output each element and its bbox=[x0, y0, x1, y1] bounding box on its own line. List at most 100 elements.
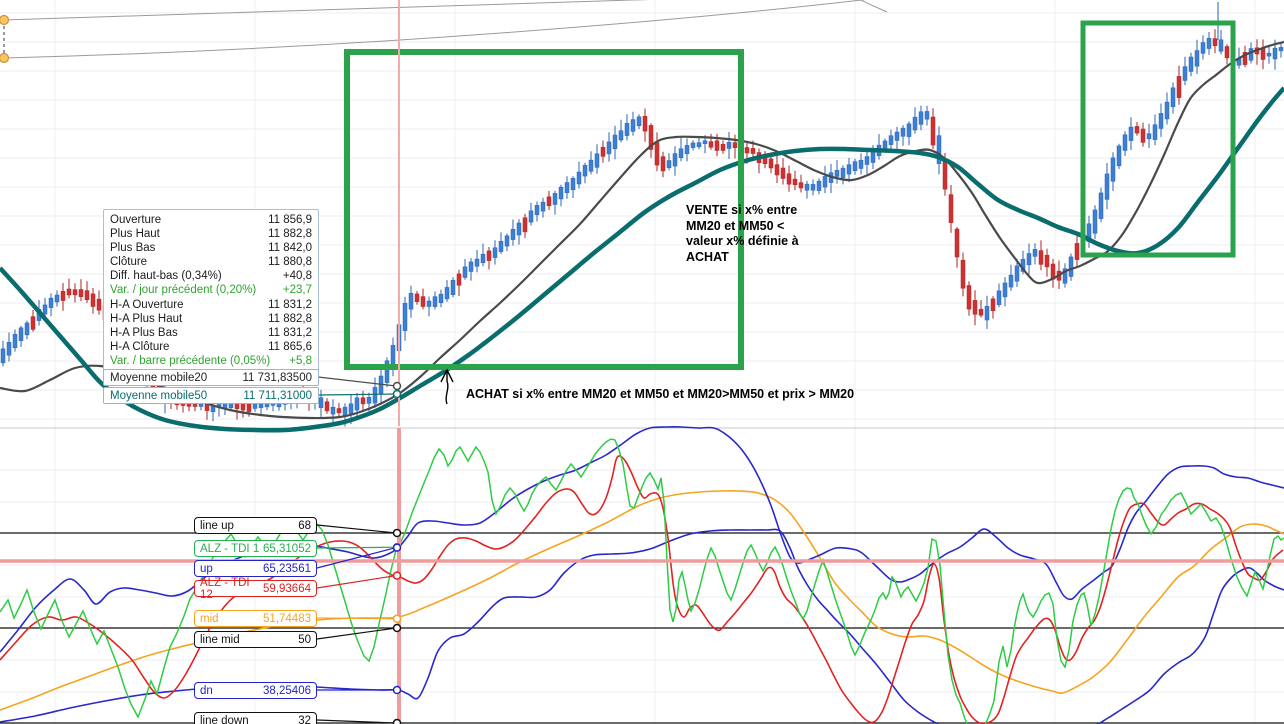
trend-line[interactable] bbox=[3, 0, 696, 21]
indicator-value: 65,31052 bbox=[263, 542, 311, 555]
mm50-line bbox=[0, 86, 1284, 433]
tooltip-row: Var. / jour précédent (0,20%) +23,7 bbox=[110, 283, 312, 297]
value-marker-circle bbox=[392, 614, 402, 624]
price-tooltip: Ouverture 11 856,9 Plus Haut 11 882,8 Plus B… bbox=[103, 209, 319, 372]
tooltip-value: 11 842,0 bbox=[268, 242, 312, 255]
leader-line bbox=[316, 575, 397, 589]
tdi-slow-line bbox=[0, 455, 1284, 724]
achat-annotation[interactable]: ACHAT si x% entre MM20 et MM50 et MM20>M… bbox=[466, 387, 855, 401]
indicator-value: 59,93664 bbox=[263, 582, 311, 595]
leader-line bbox=[316, 719, 397, 724]
leader-line bbox=[316, 546, 397, 549]
tooltip-value: 11 882,8 bbox=[268, 228, 312, 241]
vente-annotation[interactable]: VENTE si x% entre MM20 et MM50 < valeur … bbox=[686, 203, 799, 264]
indicator-value: 50 bbox=[298, 633, 311, 646]
value-marker-circle bbox=[392, 571, 402, 580]
drawing-anchor-handle[interactable] bbox=[0, 52, 10, 64]
tooltip-label: H-A Plus Haut bbox=[110, 312, 183, 325]
indicator-name: ALZ - TDI 12 bbox=[200, 576, 250, 601]
tooltip-value: 11 856,9 bbox=[268, 214, 312, 226]
tooltip-label: Plus Bas bbox=[110, 242, 156, 255]
indicator-name: ALZ - TDI 1 bbox=[200, 542, 260, 555]
tooltip-label: Plus Haut bbox=[110, 228, 160, 241]
tooltip-label: Var. / jour précédent (0,20%) bbox=[110, 284, 257, 297]
indicator-label-box[interactable]: dn 38,25406 bbox=[194, 682, 317, 699]
indicator-label-box[interactable]: line up 68 bbox=[194, 517, 317, 534]
tooltip-value: 11 865,6 bbox=[268, 340, 312, 353]
indicator-name: line up bbox=[200, 519, 234, 532]
tooltip-value: +5,8 bbox=[289, 354, 312, 367]
tooltip-row: Plus Bas 11 842,0 bbox=[110, 241, 312, 255]
indicator-name: up bbox=[200, 562, 213, 575]
tdi-indicator-panel bbox=[0, 426, 1284, 724]
ma-value-box[interactable]: Moyenne mobile20 11 731,83500 bbox=[103, 369, 319, 386]
ma-label: Moyenne mobile20 bbox=[110, 371, 208, 384]
tooltip-value: +40,8 bbox=[282, 270, 312, 283]
ma-value-box[interactable]: Moyenne mobile50 11 711,31000 bbox=[103, 387, 319, 404]
tooltip-row: Clôture 11 880,8 bbox=[110, 255, 312, 269]
ma-value: 11 731,83500 bbox=[242, 371, 313, 384]
value-marker-circle bbox=[392, 528, 402, 538]
value-marker-circle bbox=[392, 718, 402, 724]
tooltip-row: Diff. haut-bas (0,34%) +40,8 bbox=[110, 269, 312, 283]
indicator-value: 68 bbox=[298, 519, 311, 532]
tooltip-row: Ouverture 11 856,9 bbox=[110, 213, 312, 227]
tooltip-value: 11 831,2 bbox=[268, 326, 312, 339]
indicator-name: mid bbox=[200, 612, 219, 625]
trendline-drawings[interactable] bbox=[0, 0, 888, 64]
tooltip-row: H-A Plus Haut 11 882,8 bbox=[110, 312, 312, 326]
trend-line[interactable] bbox=[3, 0, 879, 59]
tooltip-label: H-A Plus Bas bbox=[110, 326, 178, 339]
indicator-value: 65,23561 bbox=[263, 562, 311, 575]
indicator-label-box[interactable]: line down 32 bbox=[194, 712, 317, 724]
up-band-line bbox=[0, 426, 1284, 653]
tooltip-value: 11 882,8 bbox=[268, 312, 312, 325]
trend-line[interactable] bbox=[857, 0, 888, 13]
tooltip-label: Var. / barre précédente (0,05%) bbox=[110, 354, 271, 367]
value-marker-circle bbox=[392, 685, 402, 695]
indicator-name: line mid bbox=[200, 633, 240, 646]
leader-line bbox=[316, 627, 397, 640]
strategy-rectangle[interactable] bbox=[344, 49, 744, 370]
leader-line bbox=[317, 376, 397, 387]
tooltip-label: Diff. haut-bas (0,34%) bbox=[110, 270, 222, 283]
indicator-label-box[interactable]: mid 51,74483 bbox=[194, 610, 317, 627]
strategy-rectangle[interactable] bbox=[1080, 20, 1236, 258]
leader-line bbox=[316, 524, 397, 534]
tooltip-value: 11 831,2 bbox=[268, 298, 312, 311]
leader-line bbox=[316, 547, 397, 569]
tooltip-row: Var. / barre précédente (0,05%) +5,8 bbox=[110, 354, 312, 368]
tooltip-row: H-A Clôture 11 865,6 bbox=[110, 340, 312, 354]
indicator-label-box[interactable]: line mid 50 bbox=[194, 631, 317, 648]
indicator-value: 32 bbox=[298, 714, 311, 724]
indicator-name: line down bbox=[200, 714, 249, 724]
ma-label: Moyenne mobile50 bbox=[110, 389, 208, 402]
tooltip-row: H-A Plus Bas 11 831,2 bbox=[110, 326, 312, 340]
indicator-value: 38,25406 bbox=[263, 684, 311, 697]
tooltip-label: H-A Clôture bbox=[110, 340, 170, 353]
mm20-line bbox=[0, 40, 1284, 420]
value-marker-circle bbox=[392, 381, 402, 391]
indicator-label-box[interactable]: ALZ - TDI 1 65,31052 bbox=[194, 540, 317, 557]
leader-line bbox=[316, 617, 397, 620]
tooltip-value: 11 880,8 bbox=[268, 256, 312, 269]
drawing-anchor-handle[interactable] bbox=[0, 14, 10, 26]
arrow-doodle[interactable] bbox=[440, 368, 454, 405]
ma-value: 11 711,31000 bbox=[243, 389, 312, 402]
indicator-label-box[interactable]: up 65,23561 bbox=[194, 560, 317, 577]
tooltip-value: +23,7 bbox=[282, 284, 312, 297]
leader-lines bbox=[316, 376, 402, 724]
value-marker-circle bbox=[392, 623, 402, 633]
value-marker-circle bbox=[392, 389, 402, 399]
indicator-name: dn bbox=[200, 684, 213, 697]
moving-average-lines bbox=[0, 40, 1284, 433]
up-arrow-doodle bbox=[440, 368, 454, 405]
leader-line bbox=[317, 393, 397, 396]
strategy-rectangles[interactable] bbox=[344, 20, 1236, 370]
value-marker-circle bbox=[392, 543, 402, 552]
tooltip-row: Plus Haut 11 882,8 bbox=[110, 227, 312, 241]
indicator-label-box[interactable]: ALZ - TDI 12 59,93664 bbox=[194, 577, 317, 601]
indicator-value: 51,74483 bbox=[263, 612, 311, 625]
dn-band-line bbox=[0, 528, 1284, 724]
